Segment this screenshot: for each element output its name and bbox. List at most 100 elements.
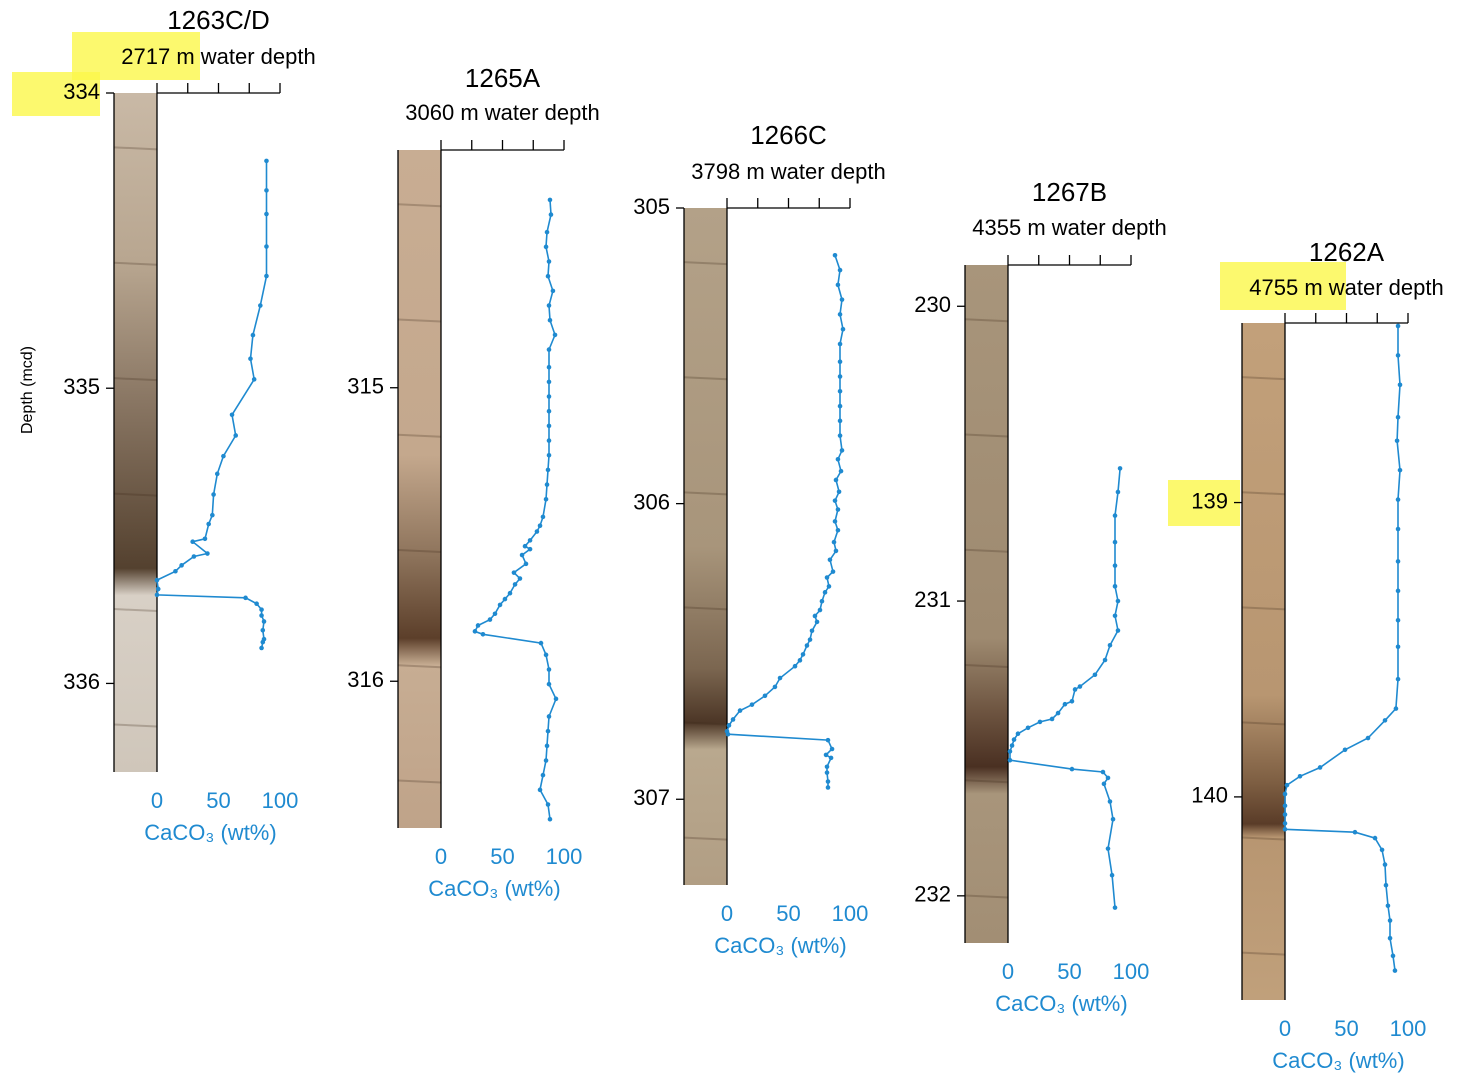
data-point: [1352, 829, 1358, 835]
data-point: [205, 551, 210, 556]
data-point: [210, 512, 215, 518]
data-point: [1100, 769, 1106, 775]
data-point: [828, 755, 834, 761]
core-texture: [683, 376, 728, 381]
data-point: [1392, 968, 1398, 973]
data-point: [537, 787, 543, 793]
data-point: [545, 728, 551, 734]
data-point: [1383, 882, 1389, 888]
data-point: [1101, 781, 1107, 787]
data-point: [814, 619, 820, 625]
core-texture: [113, 492, 158, 497]
data-point: [259, 613, 264, 618]
data-point: [540, 772, 546, 778]
data-point: [546, 667, 552, 672]
data-point: [260, 627, 266, 633]
data-point: [772, 684, 778, 690]
data-line: [473, 199, 557, 820]
data-point: [211, 492, 216, 497]
data-point: [1049, 716, 1055, 722]
chart-title: 1267B: [1032, 177, 1107, 207]
data-point: [1072, 687, 1078, 692]
data-point: [480, 631, 486, 637]
data-point: [836, 489, 842, 495]
data-point: [1011, 737, 1017, 742]
data-point: [762, 693, 768, 699]
data-point: [1077, 684, 1083, 689]
data-point: [832, 498, 838, 503]
data-point: [1385, 903, 1391, 909]
data-point: [1397, 467, 1403, 473]
data-point: [251, 377, 257, 382]
data-point: [487, 617, 493, 622]
data-line: [1284, 325, 1401, 971]
data-point: [1372, 835, 1378, 841]
highlights: [12, 32, 1346, 526]
x-axis-label: CaCO₃ (wt%): [1272, 1048, 1404, 1073]
core-texture: [964, 894, 1009, 899]
data-line: [1009, 468, 1121, 908]
x-tick-label: 0: [151, 788, 163, 813]
data-point: [243, 595, 248, 601]
data-point: [543, 244, 549, 250]
data-point: [233, 433, 239, 438]
core-texture: [1241, 376, 1286, 381]
core-texture: [683, 606, 728, 611]
data-point: [543, 652, 549, 658]
data-point: [547, 197, 553, 203]
data-point: [812, 613, 818, 619]
core-texture: [964, 433, 1009, 438]
data-point: [546, 303, 552, 308]
core-texture: [113, 608, 158, 613]
chart-title: 1265A: [465, 63, 541, 93]
data-point: [804, 643, 810, 648]
x-tick-label: 0: [721, 901, 733, 926]
core-texture: [964, 664, 1009, 669]
core-texture: [683, 721, 728, 726]
data-point: [1393, 706, 1399, 711]
data-point: [1365, 735, 1371, 741]
panel: 1265A 3060 m water depth 0 50 100 CaCO₃ (wt%)…: [347, 63, 599, 901]
data-point: [819, 598, 825, 604]
data-point: [1110, 816, 1116, 822]
data-point: [737, 708, 743, 713]
data-point: [730, 717, 736, 722]
data-point: [800, 652, 806, 657]
x-tick-label: 50: [776, 901, 800, 926]
data-point: [546, 681, 552, 687]
x-tick-label: 50: [490, 844, 514, 869]
data-point: [475, 623, 481, 628]
data-point: [545, 802, 551, 807]
data-point: [259, 607, 264, 612]
x-tick-label: 50: [1057, 959, 1081, 984]
data-point: [822, 590, 828, 595]
data-point: [472, 629, 478, 634]
core-texture: [113, 723, 158, 728]
data-point: [833, 548, 839, 554]
core-texture: [964, 779, 1009, 784]
data-point: [512, 582, 518, 587]
data-point: [1109, 872, 1115, 878]
core-texture: [397, 433, 442, 438]
data-point: [517, 576, 523, 581]
data-point: [837, 433, 843, 438]
highlight: [1168, 480, 1240, 526]
data-point: [248, 356, 253, 361]
x-tick-label: 50: [206, 788, 230, 813]
data-point: [832, 519, 838, 524]
data-point: [830, 569, 836, 574]
data-point: [1282, 803, 1288, 809]
x-tick-label: 0: [435, 844, 447, 869]
data-point: [522, 543, 528, 549]
data-point: [1395, 559, 1401, 564]
core-texture: [397, 549, 442, 554]
data-point: [497, 602, 503, 608]
data-point: [1395, 323, 1401, 329]
data-point: [154, 577, 160, 583]
data-point: [833, 477, 839, 483]
data-point: [545, 273, 551, 279]
data-point: [544, 482, 550, 487]
core-texture: [683, 261, 728, 266]
core-texture: [113, 377, 158, 382]
